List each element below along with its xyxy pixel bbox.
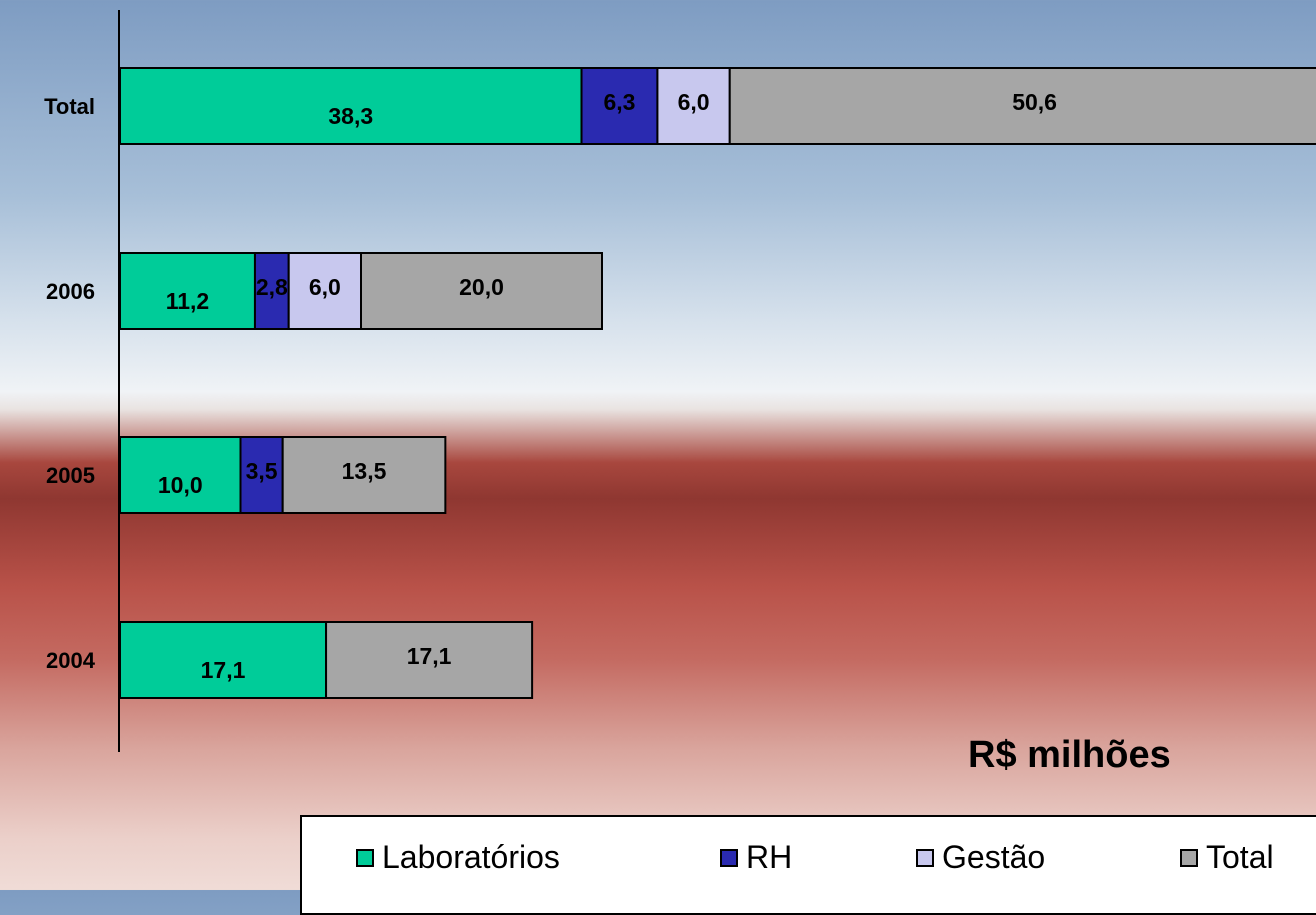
bar-chart: Total 38,3 6,3 6,0 50,6 2006 11,2 2,8 6,0 20,0 200… <box>44 10 1316 752</box>
legend-item-total: Total <box>1180 839 1274 876</box>
category-label-2005: 2005 <box>46 463 95 488</box>
legend-item-laboratorios: Laboratórios <box>356 839 560 876</box>
data-label-total-total: 50,6 <box>1012 89 1057 115</box>
bar-laboratorios-2004 <box>119 621 328 699</box>
legend: Laboratórios RH Gestão Total <box>300 815 1316 915</box>
legend-label-laboratorios: Laboratórios <box>382 839 560 875</box>
bar-gestao-total <box>656 67 731 145</box>
data-label-total-2005: 13,5 <box>342 458 387 484</box>
data-label-total-2004: 17,1 <box>407 643 452 669</box>
category-label-2004: 2004 <box>46 648 96 673</box>
legend-swatch-rh <box>720 848 738 867</box>
bar-laboratorios-2006 <box>119 252 256 330</box>
legend-item-rh: RH <box>720 839 792 876</box>
bar-total-2006 <box>360 252 603 330</box>
data-label-laboratorios-2004: 17,1 <box>201 657 246 683</box>
bar-total-total <box>728 67 1316 145</box>
bar-laboratorios-total <box>119 67 583 145</box>
bar-total-2004 <box>325 621 534 699</box>
legend-swatch-laboratorios <box>356 848 374 867</box>
unit-label: R$ milhões <box>968 734 1171 776</box>
data-label-rh-2005: 3,5 <box>246 458 278 484</box>
legend-item-gestao: Gestão <box>916 839 1045 876</box>
bar-rh-total <box>580 67 659 145</box>
bar-laboratorios-2005 <box>119 436 242 514</box>
bar-gestao-2006 <box>287 252 363 330</box>
data-label-gestao-2006: 6,0 <box>309 274 341 300</box>
legend-swatch-gestao <box>916 848 934 867</box>
legend-swatch-total <box>1180 848 1198 867</box>
category-label-2006: 2006 <box>46 279 95 304</box>
data-label-gestao-total: 6,0 <box>678 89 710 115</box>
data-label-rh-total: 6,3 <box>603 89 635 115</box>
legend-label-rh: RH <box>746 839 793 875</box>
data-label-laboratorios-2005: 10,0 <box>158 472 203 498</box>
data-label-laboratorios-total: 38,3 <box>328 103 373 129</box>
bar-total-2005 <box>281 436 447 514</box>
data-label-rh-2006: 2,8 <box>256 274 288 300</box>
legend-label-total: Total <box>1206 839 1274 875</box>
data-label-laboratorios-2006: 11,2 <box>166 288 210 314</box>
bars-layer: Total 38,3 6,3 6,0 50,6 2006 11,2 2,8 6,0 20,0 200… <box>44 67 1316 699</box>
data-label-total-2006: 20,0 <box>459 274 504 300</box>
category-label-total: Total <box>44 94 95 119</box>
legend-label-gestao: Gestão <box>942 839 1046 875</box>
